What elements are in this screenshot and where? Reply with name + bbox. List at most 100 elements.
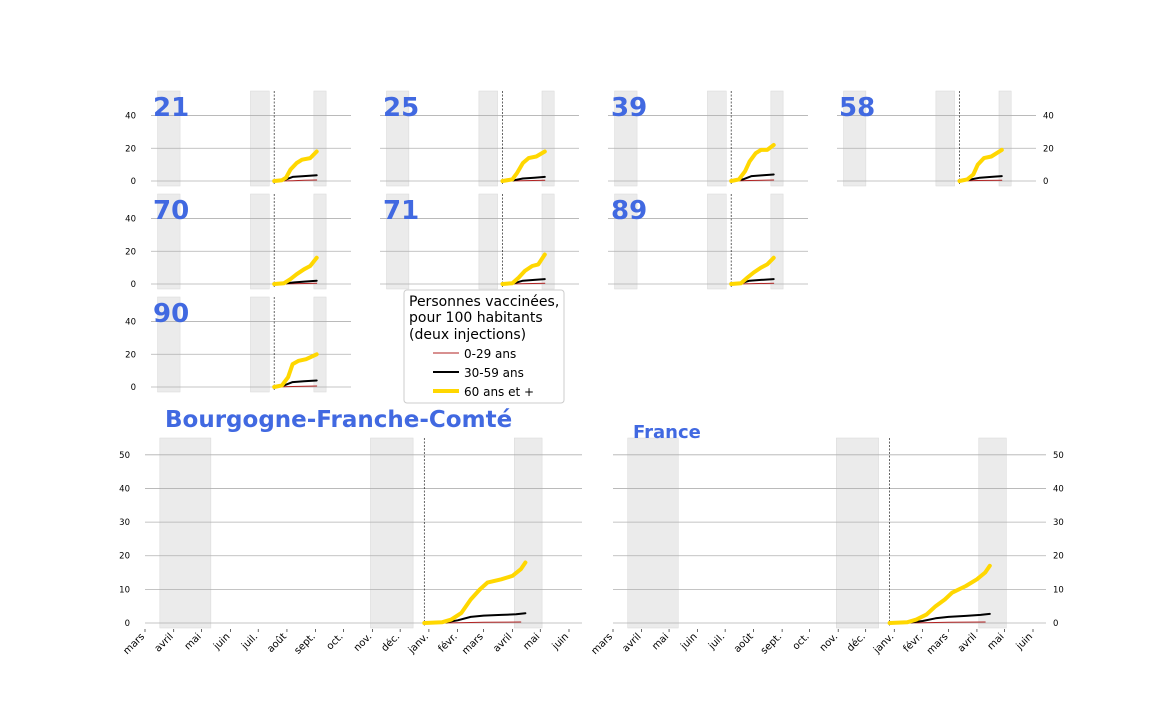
y-tick-label: 0 <box>1043 177 1048 187</box>
y-tick-label: 0 <box>131 280 136 290</box>
y-tick-label: 0 <box>125 619 130 629</box>
shaded-period-3 <box>978 437 1007 629</box>
y-tick-label: 10 <box>1053 585 1064 595</box>
chart-panel-71: 71 <box>380 193 579 290</box>
y-tick-label: 40 <box>125 112 136 122</box>
shaded-period-2 <box>707 193 727 290</box>
legend-box <box>403 289 565 404</box>
x-tick-label: mars <box>925 631 951 657</box>
shaded-period-3 <box>541 90 555 187</box>
x-tick-label: févr. <box>436 631 460 655</box>
shaded-period-3 <box>313 193 327 290</box>
shaded-period-1 <box>157 193 181 290</box>
y-tick-label: 40 <box>119 484 130 494</box>
x-tick-label: avril <box>153 631 176 654</box>
shaded-period-1 <box>627 437 679 629</box>
shaded-period-1 <box>157 296 181 393</box>
shaded-period-2 <box>478 90 498 187</box>
series-line-60-ans-et- <box>957 147 1004 183</box>
shaded-period-3 <box>313 90 327 187</box>
x-tick-label: sept. <box>759 631 784 656</box>
y-tick-label: 50 <box>1053 451 1064 461</box>
panel-title: Bourgogne-Franche-Comté <box>165 407 512 433</box>
chart-panel-90: 0 20 40 90 <box>125 296 351 393</box>
shaded-period-1 <box>614 90 638 187</box>
shaded-period-1 <box>614 193 638 290</box>
shaded-period-2 <box>370 437 414 629</box>
x-tick-label: juil. <box>706 631 727 652</box>
x-tick-label: oct. <box>325 631 346 652</box>
x-tick-label: avril <box>491 631 514 654</box>
y-tick-label: 40 <box>1053 484 1064 494</box>
y-tick-label: 20 <box>125 350 136 360</box>
x-tick-label: mars <box>460 631 486 657</box>
chart-panel-58: 0 20 40 58 <box>837 90 1054 187</box>
y-tick-label: 50 <box>119 451 130 461</box>
shaded-period-3 <box>770 90 784 187</box>
panel-title: 71 <box>383 196 419 226</box>
chart-panel-70: 0 20 40 70 <box>125 193 351 290</box>
shaded-period-3 <box>998 90 1012 187</box>
x-tick-label: juil. <box>239 631 260 652</box>
panel-title: 90 <box>153 299 189 329</box>
series-line-60-ans-et- <box>272 352 319 389</box>
series-line-60-ans-et- <box>729 255 776 286</box>
y-tick-label: 20 <box>125 144 136 154</box>
legend-title-line-2: pour 100 habitants <box>409 310 543 326</box>
panel-title: 89 <box>611 196 647 226</box>
panel-title: France <box>633 422 701 443</box>
shaded-period-3 <box>770 193 784 290</box>
series-line-60-ans-et- <box>500 252 547 286</box>
shaded-period-1 <box>843 90 867 187</box>
shaded-period-1 <box>159 437 212 629</box>
shaded-period-2 <box>478 193 498 290</box>
shaded-period-1 <box>386 90 410 187</box>
shaded-period-1 <box>157 90 181 187</box>
y-tick-label: 40 <box>125 215 136 225</box>
x-tick-label: mars <box>590 631 616 657</box>
x-tick-label: avril <box>956 631 979 654</box>
legend-title-line-3: (deux injections) <box>409 327 526 343</box>
shaded-period-2 <box>707 90 727 187</box>
chart-panel-21: 0 20 40 21 <box>125 90 351 187</box>
x-tick-label: nov. <box>818 631 840 653</box>
x-tick-label: juin <box>211 631 232 652</box>
x-tick-label: juin <box>1014 631 1035 652</box>
x-tick-label: juin <box>550 631 571 652</box>
y-tick-label: 20 <box>1053 552 1064 562</box>
x-tick-label: mai <box>521 631 542 652</box>
legend-label-60-plus: 60 ans et + <box>464 385 534 399</box>
series-line-60-ans-et- <box>887 563 992 625</box>
panels-layer: 0 20 40 21 25 39 0 20 40 58 0 20 40 70 71 89 0 20 40 90 0 10 2… <box>119 90 1064 657</box>
x-tick-label: mai <box>650 631 671 652</box>
legend: Personnes vaccinées, pour 100 habitants … <box>403 289 565 404</box>
series-line-60-ans-et- <box>272 255 319 286</box>
panel-title: 25 <box>383 93 419 123</box>
panel-title: 58 <box>839 93 875 123</box>
x-tick-label: juin <box>678 631 699 652</box>
chart-panel-89: 89 <box>608 193 808 290</box>
x-tick-label: févr. <box>901 631 925 655</box>
y-tick-label: 0 <box>131 383 136 393</box>
shaded-period-2 <box>250 296 270 393</box>
x-tick-label: déc. <box>379 631 402 654</box>
chart-panel-39: 39 <box>608 90 808 187</box>
shaded-period-3 <box>514 437 543 629</box>
y-tick-label: 10 <box>119 585 130 595</box>
y-tick-label: 20 <box>119 552 130 562</box>
x-tick-label: janv. <box>406 631 431 656</box>
x-tick-label: mars <box>122 631 148 657</box>
chart-panel-25: 25 <box>380 90 579 187</box>
shaded-period-2 <box>250 193 270 290</box>
shaded-period-3 <box>313 296 327 393</box>
series-line-60-ans-et- <box>729 143 776 183</box>
x-tick-label: avril <box>620 631 643 654</box>
y-tick-label: 0 <box>1053 619 1058 629</box>
series-line-60-ans-et- <box>272 149 319 183</box>
shaded-period-3 <box>541 193 555 290</box>
x-tick-label: sept. <box>293 631 318 656</box>
y-tick-label: 20 <box>1043 144 1054 154</box>
